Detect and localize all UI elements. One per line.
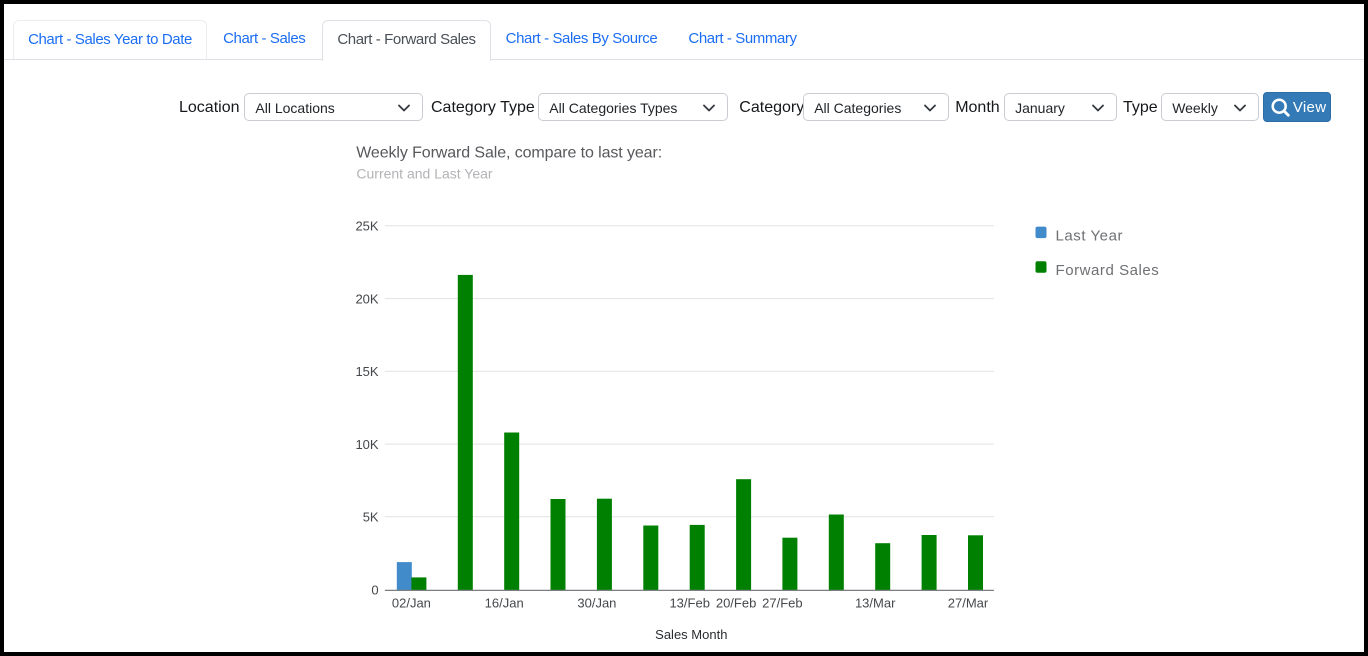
svg-text:15K: 15K xyxy=(355,364,378,379)
svg-text:Current and Last Year: Current and Last Year xyxy=(356,166,493,182)
svg-text:Weekly Forward Sale, compare t: Weekly Forward Sale, compare to last yea… xyxy=(356,145,662,162)
svg-text:27/Mar: 27/Mar xyxy=(948,595,989,610)
svg-text:13/Feb: 13/Feb xyxy=(669,595,709,610)
svg-text:Forward Sales: Forward Sales xyxy=(1056,262,1160,279)
svg-text:13/Mar: 13/Mar xyxy=(855,595,896,610)
svg-text:30/Jan: 30/Jan xyxy=(577,595,616,610)
svg-text:16/Jan: 16/Jan xyxy=(485,595,524,610)
svg-text:Last Year: Last Year xyxy=(1056,228,1124,245)
svg-text:25K: 25K xyxy=(355,219,378,234)
svg-text:20/Feb: 20/Feb xyxy=(716,595,756,610)
svg-text:Sales Month: Sales Month xyxy=(655,627,727,642)
svg-text:10K: 10K xyxy=(355,437,378,452)
svg-text:20K: 20K xyxy=(355,291,378,306)
svg-text:02/Jan: 02/Jan xyxy=(392,595,431,610)
svg-text:27/Feb: 27/Feb xyxy=(762,595,802,610)
svg-text:5K: 5K xyxy=(363,510,379,525)
svg-text:0: 0 xyxy=(371,582,378,597)
